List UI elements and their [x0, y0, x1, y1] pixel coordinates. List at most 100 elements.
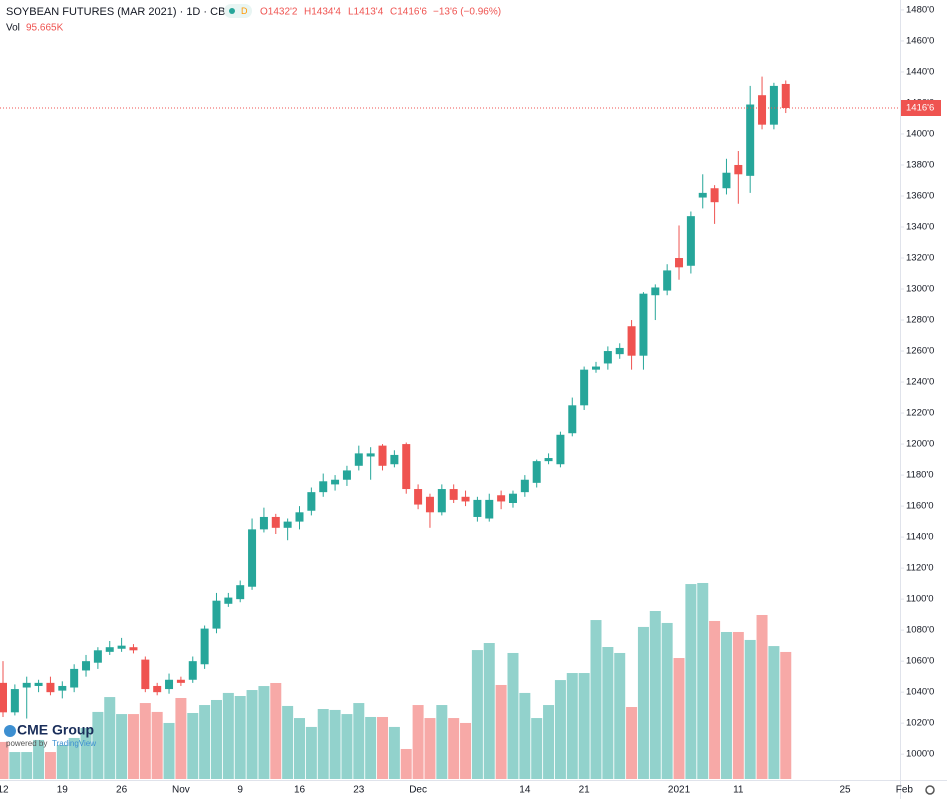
- volume-bar: [448, 718, 460, 779]
- volume-bar: [341, 714, 353, 779]
- volume-bar: [104, 697, 116, 779]
- volume-bar: [258, 686, 270, 779]
- volume-bar: [246, 690, 258, 779]
- logo-globe: [4, 725, 16, 737]
- volume-bar: [127, 714, 139, 779]
- candle-body: [449, 489, 458, 500]
- candle-body: [224, 597, 233, 604]
- candle-body: [746, 104, 755, 176]
- candle-body: [473, 499, 482, 517]
- candle-body: [781, 83, 790, 108]
- x-tick-label: Nov: [172, 785, 190, 796]
- y-tick-label: 1140'0: [906, 532, 934, 543]
- candle-body: [93, 650, 102, 663]
- ohlc-close: C1416'6: [390, 7, 427, 18]
- candle-body: [615, 347, 624, 355]
- chart-title: SOYBEAN FUTURES (MAR 2021) · 1D · CBOT: [6, 6, 241, 18]
- candle-body: [769, 85, 778, 125]
- volume-bar: [151, 711, 163, 779]
- candle-body: [129, 647, 138, 651]
- x-tick-label: 21: [579, 785, 591, 796]
- x-tick-label: 11: [733, 785, 744, 796]
- candle-body: [342, 470, 351, 480]
- candle-body: [153, 685, 162, 693]
- candle-body: [663, 270, 672, 291]
- x-tick-label: 23: [353, 785, 365, 796]
- candle-body: [651, 287, 660, 296]
- volume-bar: [9, 752, 21, 779]
- candle-layer: [0, 76, 790, 719]
- volume-bar: [637, 626, 649, 779]
- last-price-label: 1416'6: [906, 103, 934, 114]
- volume-bar: [602, 646, 614, 779]
- volume-bar: [543, 705, 555, 779]
- volume-bar: [614, 652, 626, 779]
- candle-body: [366, 453, 375, 457]
- volume-bar: [460, 722, 472, 779]
- candle-body: [390, 454, 399, 465]
- y-tick-label: 1000'0: [906, 749, 934, 760]
- candle-body: [378, 445, 387, 466]
- x-tick-label: 14: [519, 785, 531, 796]
- ohlc-change: −13'6 (−0.96%): [433, 7, 501, 18]
- badge-dot: [229, 8, 235, 14]
- volume-bar: [519, 692, 531, 779]
- volume-bar: [756, 614, 768, 779]
- candle-body: [686, 216, 695, 266]
- volume-bar: [377, 716, 389, 779]
- candle-body: [437, 489, 446, 513]
- candle-body: [212, 600, 221, 629]
- x-tick-label: 9: [237, 785, 243, 796]
- volume-bar: [44, 752, 56, 779]
- y-tick-label: 1320'0: [906, 253, 934, 264]
- y-tick-label: 1460'0: [906, 35, 934, 46]
- volume-bar: [649, 611, 661, 779]
- candle-body: [259, 516, 268, 530]
- volume-bar: [80, 728, 92, 779]
- candle-body: [58, 685, 67, 691]
- y-tick-label: 1100'0: [906, 594, 934, 605]
- candle-body: [497, 495, 506, 502]
- y-tick-label: 1400'0: [906, 128, 934, 139]
- volume-bar: [163, 722, 175, 779]
- last-price-box: [901, 99, 941, 116]
- volume-bar: [673, 658, 685, 779]
- volume-bar: [0, 741, 9, 779]
- candle-body: [544, 458, 553, 462]
- y-tick-label: 1080'0: [906, 625, 934, 636]
- x-tick-label: 12: [0, 785, 9, 796]
- candle-body: [508, 493, 517, 504]
- volume-bar: [578, 673, 590, 779]
- ohlc-open: O1432'2: [260, 7, 298, 18]
- volume-bar: [175, 697, 187, 779]
- candle-body: [710, 188, 719, 203]
- volume-bar: [483, 643, 495, 779]
- volume-bar: [222, 692, 234, 779]
- volume-bar: [531, 718, 543, 779]
- volume-bar: [732, 631, 744, 779]
- x-tick-label: 19: [57, 785, 69, 796]
- volume-bar: [353, 703, 365, 779]
- volume-bar: [33, 739, 45, 779]
- candle-body: [141, 659, 150, 690]
- x-tick-label: Dec: [409, 785, 427, 796]
- volume-bar: [282, 705, 294, 779]
- candle-body: [592, 366, 600, 370]
- x-tick-label: 16: [294, 785, 306, 796]
- candle-body: [46, 682, 55, 693]
- volume-bar: [317, 709, 329, 779]
- volume-bar: [424, 718, 436, 779]
- candle-body: [675, 258, 684, 268]
- candle-body: [425, 496, 434, 513]
- candle-body: [307, 492, 316, 511]
- badge[interactable]: [224, 4, 252, 18]
- y-tick-label: 1180'0: [906, 470, 934, 481]
- logo-powered: powered by: [6, 739, 47, 748]
- volume-bar: [92, 711, 104, 779]
- volume-bar: [199, 705, 211, 779]
- settings-icon[interactable]: [925, 785, 935, 795]
- x-tick-label: 26: [116, 785, 128, 796]
- candle-body: [10, 689, 19, 713]
- y-tick-label: 1040'0: [906, 687, 934, 698]
